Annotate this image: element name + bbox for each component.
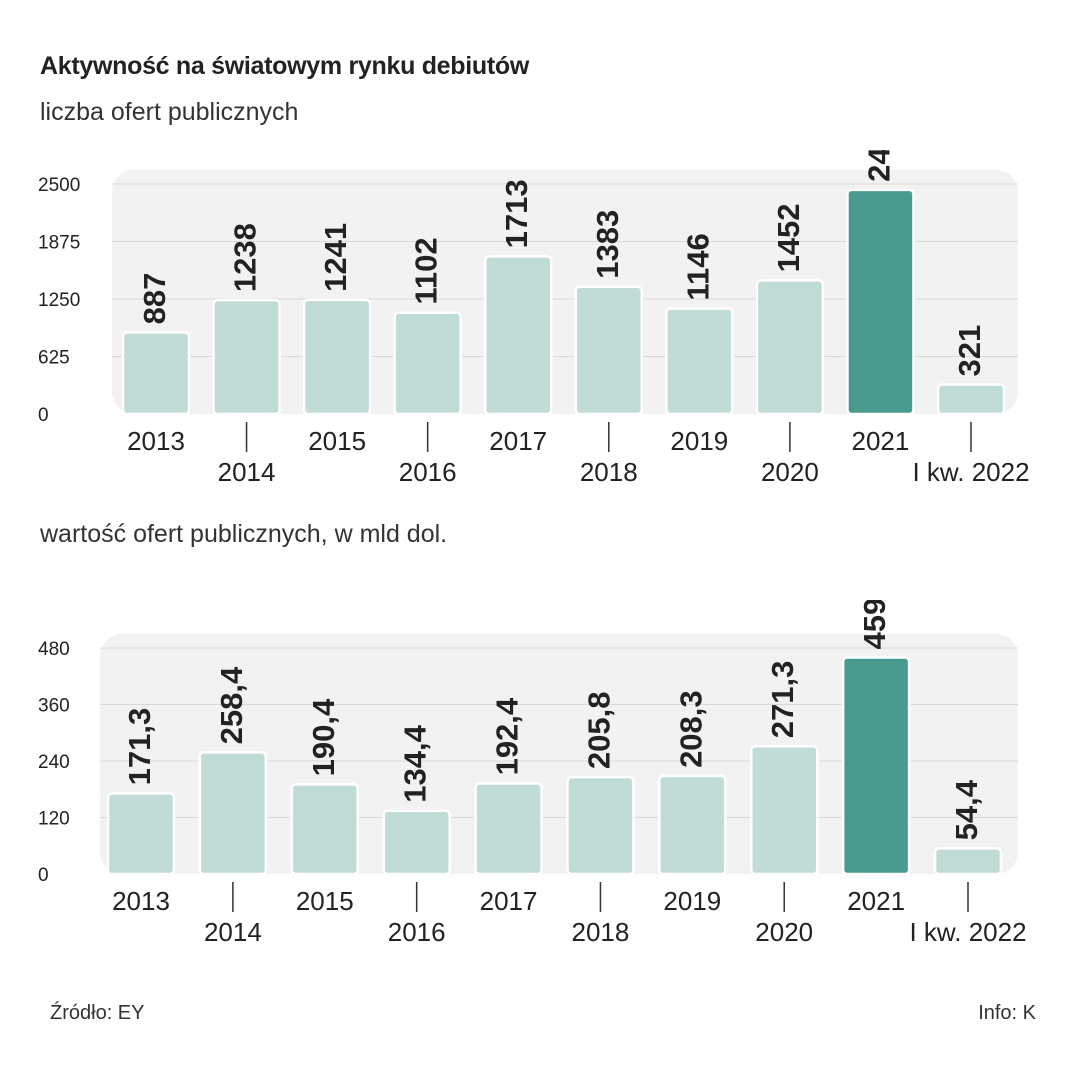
chart2-value-label: 271,3 bbox=[765, 661, 800, 739]
chart1-value-label: 1146 bbox=[680, 233, 715, 300]
chart1-bar bbox=[936, 383, 1006, 416]
chart2-value-label: 54,4 bbox=[949, 779, 984, 840]
chart1-bar bbox=[393, 311, 462, 416]
chart1-y-tick-label: 1250 bbox=[38, 290, 80, 311]
chart1-category-label: 2015 bbox=[308, 426, 366, 456]
chart1-bar bbox=[212, 298, 281, 416]
chart1-category-label: 2016 bbox=[399, 457, 457, 487]
chart1-category-label: 2021 bbox=[852, 426, 910, 456]
chart1-value-label: 1383 bbox=[590, 210, 625, 279]
chart2-category-label: I kw. 2022 bbox=[909, 917, 1026, 947]
chart1-y-tick-label: 2500 bbox=[38, 175, 80, 196]
chart1-value-label: 1102 bbox=[409, 237, 444, 304]
chart2-bar bbox=[106, 792, 176, 876]
chart1-value-label: 1238 bbox=[228, 223, 263, 292]
chart2-category-label: 2016 bbox=[388, 917, 446, 947]
chart2-category-label: 2014 bbox=[204, 917, 262, 947]
chart2-bar bbox=[566, 775, 635, 876]
chart1-bar bbox=[665, 307, 734, 416]
chart1-category-label: 2020 bbox=[761, 457, 819, 487]
chart1-value-label: 321 bbox=[952, 325, 987, 377]
chart2-category-label: 2021 bbox=[847, 886, 905, 916]
chart2-category-label: 2020 bbox=[755, 917, 813, 947]
chart2-value-label: 190,4 bbox=[306, 698, 341, 776]
chart2-category-label: 2017 bbox=[480, 886, 538, 916]
chart2-value-label: 205,8 bbox=[581, 692, 616, 770]
chart2-category-label: 2018 bbox=[572, 917, 630, 947]
chart1-value-label: 2436 bbox=[861, 150, 896, 182]
chart1-bar bbox=[302, 298, 372, 416]
chart1-category-label: I kw. 2022 bbox=[912, 457, 1029, 487]
chart2-category-label: 2013 bbox=[112, 886, 170, 916]
chart2-subtitle: wartość ofert publicznych, w mld dol. bbox=[40, 520, 448, 548]
chart-title: Aktywność na światowym rynku debiutów bbox=[40, 52, 529, 80]
chart1-subtitle: liczba ofert publicznych bbox=[40, 98, 299, 126]
chart1-y-tick-label: 625 bbox=[38, 348, 70, 369]
chart2-y-tick-label: 480 bbox=[38, 639, 70, 660]
chart1-y-tick-label: 1875 bbox=[38, 233, 80, 254]
chart2-y-tick-label: 240 bbox=[38, 752, 70, 773]
chart2-value-label: 192,4 bbox=[490, 697, 525, 775]
chart2-bar bbox=[658, 774, 727, 876]
chart1-bar bbox=[755, 279, 825, 416]
chart2-bar bbox=[749, 745, 819, 876]
chart1-bar bbox=[574, 285, 644, 416]
chart2-value-label: 171,3 bbox=[122, 708, 157, 786]
chart2-bar bbox=[198, 751, 268, 876]
credit-note: Info: K bbox=[978, 1002, 1036, 1024]
chart2-value-label: 258,4 bbox=[214, 666, 249, 744]
chart1-category-label: 2019 bbox=[670, 426, 728, 456]
chart2-bar bbox=[933, 847, 1003, 876]
chart2-y-tick-label: 0 bbox=[38, 865, 49, 886]
chart1-bar bbox=[121, 331, 191, 416]
chart1-value-label: 1713 bbox=[499, 179, 534, 248]
chart2-value-label: 208,3 bbox=[673, 690, 708, 768]
chart1-category-label: 2014 bbox=[218, 457, 276, 487]
chart1-value-label: 1452 bbox=[771, 203, 806, 272]
chart1-category-label: 2017 bbox=[489, 426, 547, 456]
chart1-y-tick-label: 0 bbox=[38, 405, 49, 426]
ipo-count-chart: 0 625 1250 1875 2500 887 2013 1238 2014 1241 2015 1… bbox=[38, 150, 1030, 487]
chart2-bar-highlight bbox=[841, 656, 911, 876]
source-note: Źródło: EY bbox=[50, 1002, 145, 1024]
chart1-bar-highlight bbox=[846, 188, 915, 416]
ipo-value-chart: 0 120 240 360 480 171,3 2013 258,4 2014 190,4 2015… bbox=[38, 600, 1027, 947]
chart1-value-label: 1241 bbox=[318, 223, 353, 292]
chart2-category-label: 2015 bbox=[296, 886, 354, 916]
chart1-bar bbox=[483, 255, 553, 416]
chart2-y-tick-label: 120 bbox=[38, 809, 70, 830]
chart2-bar bbox=[474, 782, 543, 876]
chart2-value-label: 459,9 bbox=[857, 600, 892, 649]
chart2-bar bbox=[290, 783, 360, 876]
chart1-category-label: 2013 bbox=[127, 426, 185, 456]
chart2-y-tick-label: 360 bbox=[38, 696, 70, 717]
chart1-value-label: 887 bbox=[137, 273, 172, 325]
chart2-category-label: 2019 bbox=[663, 886, 721, 916]
chart2-bar bbox=[382, 809, 451, 876]
chart1-category-label: 2018 bbox=[580, 457, 638, 487]
chart2-value-label: 134,4 bbox=[398, 724, 433, 802]
